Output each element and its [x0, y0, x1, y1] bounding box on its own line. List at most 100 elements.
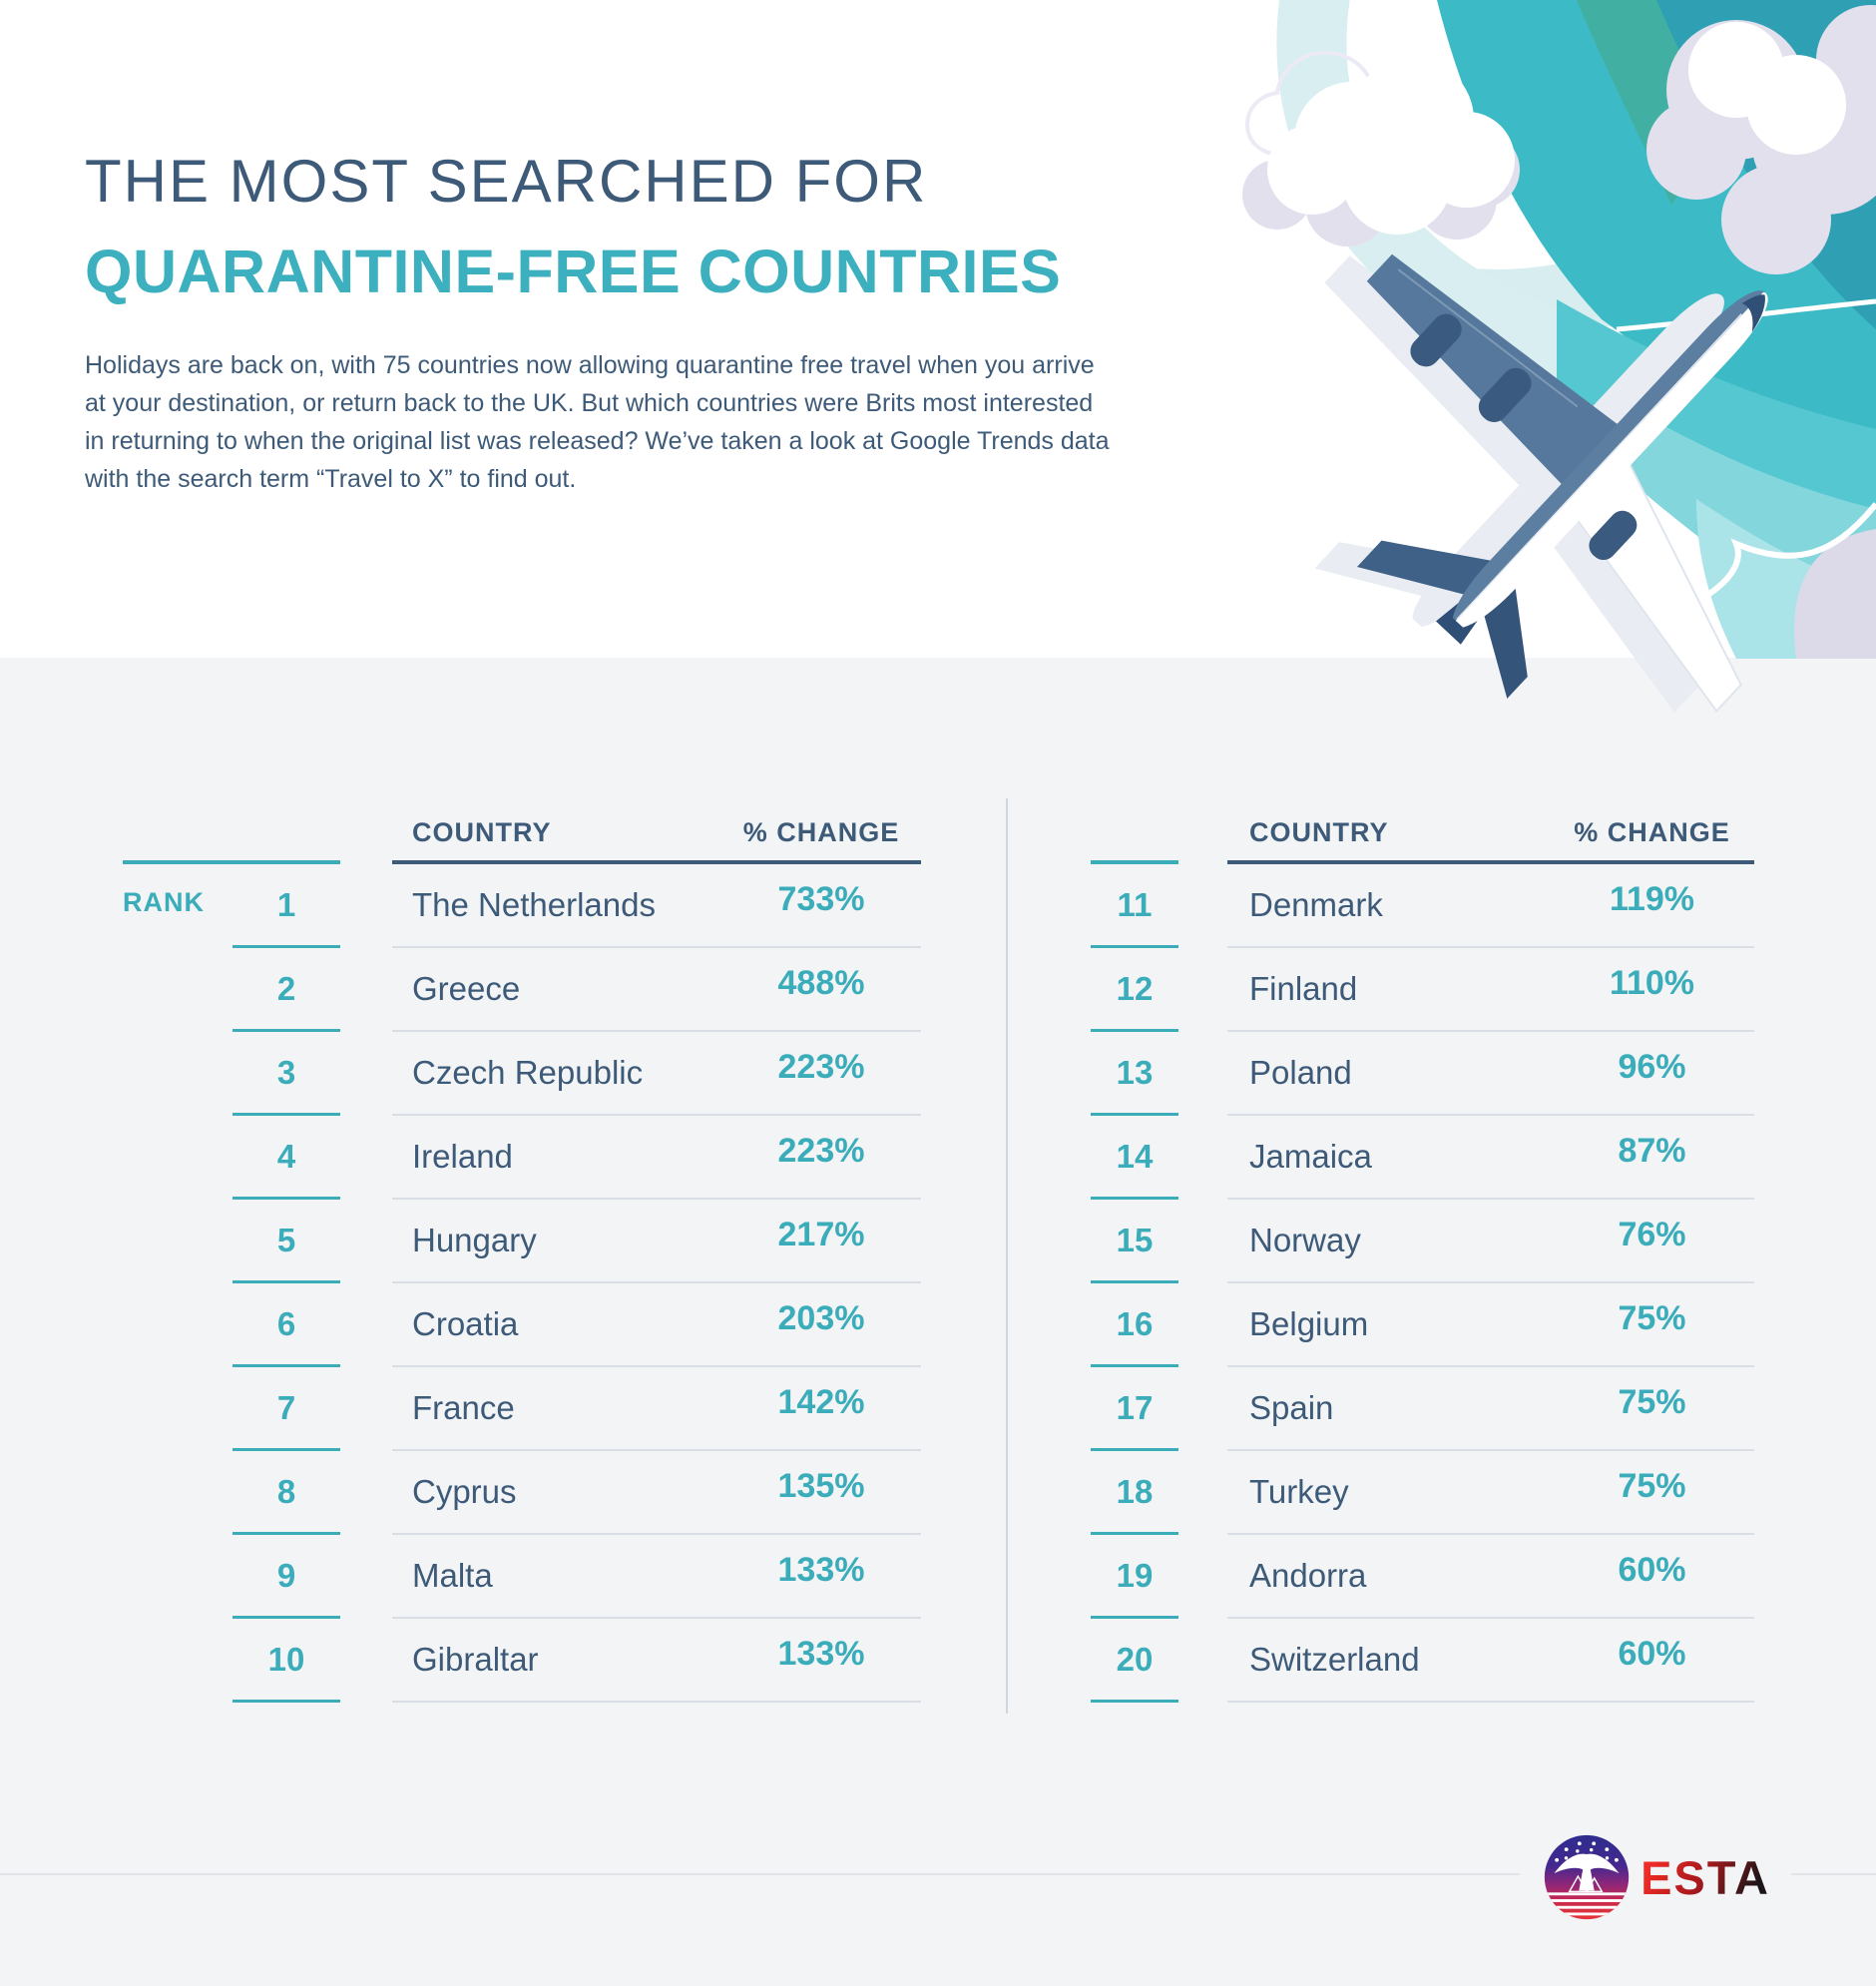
rank-value: 14 — [1091, 1116, 1178, 1200]
brand-block: ESTA — [1520, 1828, 1791, 1926]
country-name: Norway — [1249, 1222, 1361, 1258]
brand-name: ESTA — [1641, 1850, 1770, 1904]
rank-value: 11 — [1091, 864, 1178, 948]
country-name: Malta — [412, 1557, 493, 1594]
ranking-table-left: COUNTRY % CHANGE RANK 1 The Netherlands … — [123, 793, 921, 1703]
change-value: 142% — [777, 1382, 865, 1421]
table-header-right: COUNTRY % CHANGE — [1091, 793, 1754, 864]
change-value: 133% — [777, 1550, 865, 1589]
rank-value: 12 — [1091, 948, 1178, 1032]
change-value: 223% — [777, 1131, 865, 1170]
rank-value: 7 — [233, 1367, 340, 1451]
rank-label: RANK — [123, 887, 205, 917]
table-row: 20 Switzerland 60% — [1091, 1619, 1754, 1703]
rank-value: 20 — [1091, 1619, 1178, 1703]
intro-paragraph: Holidays are back on, with 75 countries … — [85, 351, 1110, 493]
change-value: 133% — [777, 1634, 865, 1673]
rank-value: 15 — [1091, 1200, 1178, 1283]
table-row: 15 Norway 76% — [1091, 1200, 1754, 1283]
change-value: 60% — [1618, 1634, 1686, 1673]
esta-eagle-logo — [1544, 1834, 1630, 1920]
teal-blob-shape — [1172, 0, 1876, 659]
table-row: 7 France 142% — [123, 1367, 921, 1451]
change-value: 75% — [1618, 1298, 1686, 1337]
country-name: Belgium — [1249, 1305, 1369, 1342]
table-row: 16 Belgium 75% — [1091, 1283, 1754, 1367]
rank-header-underline — [1091, 789, 1178, 864]
country-column-header: COUNTRY — [412, 817, 552, 847]
table-row: 17 Spain 75% — [1091, 1367, 1754, 1451]
table-row: 3 Czech Republic 223% — [123, 1032, 921, 1116]
rank-value: 17 — [1091, 1367, 1178, 1451]
country-name: Hungary — [412, 1222, 537, 1258]
country-name: Denmark — [1249, 886, 1383, 923]
travel-illustration — [1172, 0, 1876, 714]
country-name: Andorra — [1249, 1557, 1367, 1594]
change-value: 203% — [777, 1298, 865, 1337]
rank-value: 10 — [233, 1619, 340, 1703]
table-row: 2 Greece 488% — [123, 948, 921, 1032]
change-value: 87% — [1618, 1131, 1686, 1170]
rank-value: 13 — [1091, 1032, 1178, 1116]
country-name: Turkey — [1249, 1473, 1349, 1510]
header: THE MOST SEARCHED FOR QUARANTINE-FREE CO… — [85, 152, 1113, 498]
table-row: 18 Turkey 75% — [1091, 1451, 1754, 1535]
table-row: 12 Finland 110% — [1091, 948, 1754, 1032]
rank-value: 18 — [1091, 1451, 1178, 1535]
airplane-icon — [1314, 253, 1768, 714]
change-value: 110% — [1609, 963, 1695, 1002]
country-name: Czech Republic — [412, 1054, 644, 1091]
country-name: Ireland — [412, 1138, 513, 1175]
table-header-left: COUNTRY % CHANGE — [123, 793, 921, 864]
table-row: 4 Ireland 223% — [123, 1116, 921, 1200]
table-row: 9 Malta 133% — [123, 1535, 921, 1619]
change-value: 217% — [777, 1215, 865, 1253]
rank-value: 3 — [233, 1032, 340, 1116]
change-value: 75% — [1618, 1466, 1686, 1505]
table-row: 19 Andorra 60% — [1091, 1535, 1754, 1619]
change-value: 75% — [1618, 1382, 1686, 1421]
country-name: Switzerland — [1249, 1641, 1420, 1678]
change-value: 223% — [777, 1047, 865, 1086]
country-name: Cyprus — [412, 1473, 517, 1510]
change-value: 733% — [777, 879, 865, 918]
table-row: 14 Jamaica 87% — [1091, 1116, 1754, 1200]
footer-divider — [0, 1873, 1876, 1875]
rank-value: 8 — [233, 1451, 340, 1535]
table-row: 6 Croatia 203% — [123, 1283, 921, 1367]
table-divider — [1006, 798, 1008, 1714]
rank-value: 5 — [233, 1200, 340, 1283]
change-column-header: % CHANGE — [742, 817, 900, 847]
table-row: 1 The Netherlands 733% — [123, 864, 921, 948]
country-name: Spain — [1249, 1389, 1334, 1426]
change-value: 488% — [777, 963, 865, 1002]
table-row: 13 Poland 96% — [1091, 1032, 1754, 1116]
rank-value: 4 — [233, 1116, 340, 1200]
change-value: 76% — [1618, 1215, 1686, 1253]
change-value: 60% — [1618, 1550, 1686, 1589]
page-title-line2: QUARANTINE-FREE COUNTRIES — [85, 238, 1062, 305]
table-row: 5 Hungary 217% — [123, 1200, 921, 1283]
country-name: France — [412, 1389, 515, 1426]
cloud-icon — [1242, 58, 1520, 247]
country-name: Greece — [412, 970, 521, 1007]
change-value: 96% — [1618, 1047, 1686, 1086]
country-name: Finland — [1249, 970, 1358, 1007]
country-name: Jamaica — [1249, 1138, 1372, 1175]
rank-value: 19 — [1091, 1535, 1178, 1619]
country-name: Croatia — [412, 1305, 519, 1342]
rank-value: 2 — [233, 948, 340, 1032]
page-title-line1: THE MOST SEARCHED FOR — [85, 148, 928, 215]
rank-value: 1 — [233, 864, 340, 948]
change-column-header: % CHANGE — [1574, 817, 1730, 847]
rank-value: 6 — [233, 1283, 340, 1367]
table-row: 8 Cyprus 135% — [123, 1451, 921, 1535]
country-name: The Netherlands — [412, 886, 656, 923]
table-row: 11 Denmark 119% — [1091, 864, 1754, 948]
rank-header-underline — [123, 789, 340, 864]
country-name: Poland — [1249, 1054, 1352, 1091]
cloud-icon — [1646, 5, 1876, 274]
rank-value: 16 — [1091, 1283, 1178, 1367]
cloud-outline-icon — [1244, 50, 1442, 160]
